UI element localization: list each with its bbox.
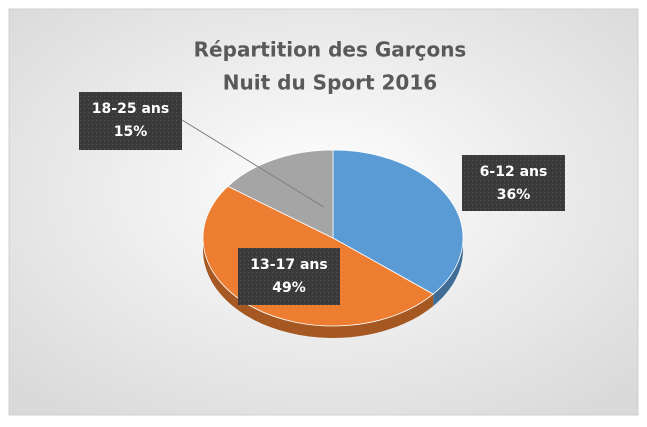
label-value: 36% (497, 187, 531, 203)
chart-subtitle: Nuit du Sport 2016 (223, 71, 437, 95)
label-box (462, 155, 565, 211)
label-category: 18-25 ans (92, 101, 169, 117)
label-box (79, 92, 182, 150)
slice-side (433, 238, 463, 307)
slice-side (203, 238, 434, 339)
slice (332, 149, 464, 295)
label-value: 49% (272, 280, 306, 296)
label-category: 6-12 ans (480, 164, 548, 180)
chart-title: Répartition des Garçons (194, 38, 467, 62)
leader-line (181, 119, 324, 208)
labels: 6-12 ans 36% 13-17 ans 49% 18-25 ans 15% (79, 92, 565, 305)
label-value: 15% (114, 124, 148, 140)
slice (227, 149, 334, 239)
label-box (238, 248, 340, 305)
label-category: 13-17 ans (250, 257, 327, 273)
pie (202, 149, 464, 339)
